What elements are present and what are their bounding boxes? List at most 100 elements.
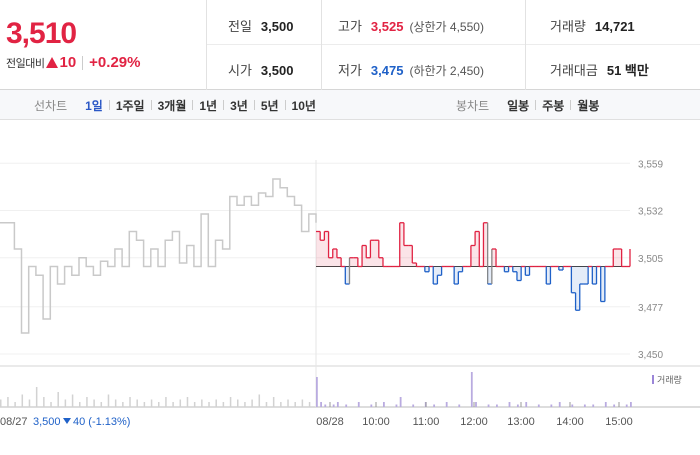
today-volume-bar xyxy=(316,377,318,407)
x-tick-label: 11:00 xyxy=(413,416,440,428)
period-tab-6[interactable]: 10년 xyxy=(291,98,316,113)
today-fill xyxy=(336,257,342,267)
candle-tab-1[interactable]: 주봉 xyxy=(542,98,565,113)
y-tick-label: 3,450 xyxy=(638,350,663,361)
x-tick-label: 12:00 xyxy=(460,416,488,428)
low-label: 저가 xyxy=(338,63,362,78)
today-volume-bar xyxy=(625,404,628,407)
divider xyxy=(525,0,526,90)
high-label: 고가 xyxy=(338,19,362,34)
prev-volume-bar xyxy=(301,399,304,407)
prev-volume-bar xyxy=(165,397,167,407)
upper-limit: (상한가 4,550) xyxy=(409,20,484,34)
intraday-chart-svg: 3,559 3,532 3,505 3,477 3,450 거래량 08/28 10:00 11… xyxy=(0,159,700,428)
x-tick-label: 13:00 xyxy=(507,416,535,428)
period-tab-0[interactable]: 1일 xyxy=(85,98,103,113)
prev-volume-bar xyxy=(107,394,110,407)
today-fill xyxy=(433,266,438,284)
prev-volume-bar xyxy=(251,399,253,407)
today-volume-bar xyxy=(525,402,528,407)
today-volume-bar xyxy=(395,404,398,407)
divider xyxy=(321,0,322,90)
today-fill xyxy=(504,266,509,272)
volume-label: 거래량 xyxy=(550,19,586,34)
prev-day-change: 40 (-1.13%) xyxy=(73,416,130,428)
volume-value: 14,721 xyxy=(594,19,635,34)
today-fill xyxy=(483,222,488,267)
open-value: 3,500 xyxy=(260,63,294,78)
prev-volume-bar xyxy=(287,399,289,407)
today-fill xyxy=(403,245,409,267)
today-volume-bar xyxy=(324,404,327,407)
prev-volume-bar xyxy=(136,399,138,407)
period-tab-1[interactable]: 1주일 xyxy=(115,98,145,113)
x-tick-label: 14:00 xyxy=(556,416,584,428)
high-stat: 고가 3,525 (상한가 4,550) xyxy=(338,16,484,35)
current-price: 3,510 xyxy=(6,17,77,50)
today-fill xyxy=(408,245,413,267)
up-arrow-icon xyxy=(46,57,59,68)
x-tick-label: 08/28 xyxy=(316,416,344,428)
x-tick-label: 10:00 xyxy=(362,416,390,428)
line-chart-title: 선차트 xyxy=(34,98,68,113)
today-fill xyxy=(349,257,354,267)
divider xyxy=(207,44,700,45)
prev-volume-bar xyxy=(50,402,52,407)
prev-volume-bar xyxy=(64,399,67,407)
today-volume-bar xyxy=(508,402,511,407)
today-fill xyxy=(399,222,404,267)
today-fill xyxy=(583,266,589,284)
today-fill xyxy=(454,266,459,284)
today-fill xyxy=(525,266,530,276)
today-volume-bar xyxy=(571,404,574,407)
today-volume-bar xyxy=(445,402,448,407)
today-volume-bar xyxy=(550,404,553,407)
today-fill xyxy=(412,263,417,267)
today-volume-bar xyxy=(583,404,586,407)
lower-limit: (하한가 2,450) xyxy=(409,64,484,78)
divider xyxy=(82,55,84,70)
today-fill xyxy=(592,266,597,284)
prev-volume-bar xyxy=(122,402,124,407)
today-fill xyxy=(458,266,463,272)
today-fill xyxy=(546,266,551,284)
tab-divider xyxy=(570,100,572,110)
volume-legend-swatch xyxy=(652,375,654,384)
prev-volume-bar xyxy=(229,397,232,407)
today-fill xyxy=(328,257,333,267)
today-volume-bar xyxy=(399,397,402,407)
prev-volume-bar xyxy=(150,399,153,407)
period-tab-5[interactable]: 5년 xyxy=(260,98,279,113)
prev-volume-bar xyxy=(71,394,74,407)
open-stat: 시가 3,500 xyxy=(228,60,293,79)
chart-period-tabbar: 선차트 1일 1주일 3개월 1년 3년 5년 10년 봉차트 일봉 주봉 월봉 xyxy=(0,90,700,120)
tab-divider xyxy=(150,100,152,110)
prev-volume-bar xyxy=(158,402,160,407)
prev-volume-bar xyxy=(265,402,268,407)
period-tab-2[interactable]: 3개월 xyxy=(157,98,187,113)
tab-divider xyxy=(192,100,194,110)
candle-tab-2[interactable]: 월봉 xyxy=(577,98,600,113)
today-fill xyxy=(362,245,367,267)
today-volume-bar xyxy=(592,404,595,407)
today-fill xyxy=(516,266,522,281)
prev-volume-bar xyxy=(215,399,217,407)
today-volume-bar xyxy=(370,404,373,407)
prev-volume-bar xyxy=(193,402,196,407)
today-fill xyxy=(558,266,564,270)
prev-close-stat: 전일 3,500 xyxy=(228,16,293,35)
prev-volume-bar xyxy=(143,402,146,407)
today-volume-bar xyxy=(357,402,360,407)
volume-legend-label: 거래량 xyxy=(657,374,682,385)
y-tick-label: 3,477 xyxy=(638,303,663,314)
candle-tab-0[interactable]: 일봉 xyxy=(507,98,530,113)
prev-close-label: 전일 xyxy=(228,19,252,34)
change-percent: +0.29% xyxy=(89,54,141,71)
today-fill xyxy=(579,266,584,284)
y-tick-label: 3,532 xyxy=(638,207,663,218)
period-tab-4[interactable]: 3년 xyxy=(230,98,248,113)
today-fill xyxy=(378,257,383,267)
open-label: 시가 xyxy=(228,63,252,78)
prev-volume-bar xyxy=(7,397,9,407)
period-tab-3[interactable]: 1년 xyxy=(199,98,218,113)
